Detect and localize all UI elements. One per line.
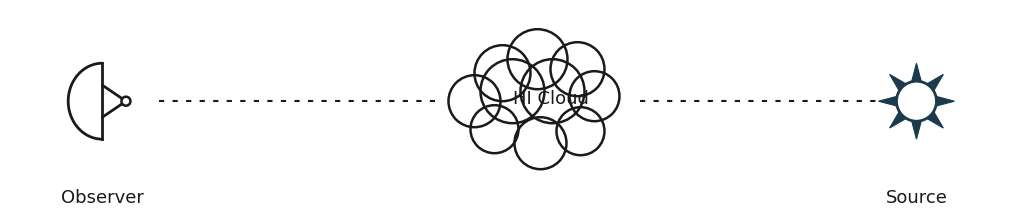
Circle shape [122, 97, 130, 106]
Circle shape [449, 75, 501, 127]
Text: HI Cloud: HI Cloud [513, 90, 589, 108]
Circle shape [569, 71, 620, 121]
Circle shape [896, 81, 937, 121]
Circle shape [551, 42, 604, 96]
Circle shape [480, 59, 545, 123]
Circle shape [508, 29, 567, 89]
Polygon shape [879, 63, 954, 139]
Circle shape [474, 45, 530, 101]
Circle shape [470, 105, 518, 153]
Text: Observer: Observer [61, 189, 143, 207]
Circle shape [556, 107, 604, 155]
Circle shape [520, 59, 585, 123]
Text: Source: Source [886, 189, 947, 207]
Circle shape [514, 117, 566, 169]
